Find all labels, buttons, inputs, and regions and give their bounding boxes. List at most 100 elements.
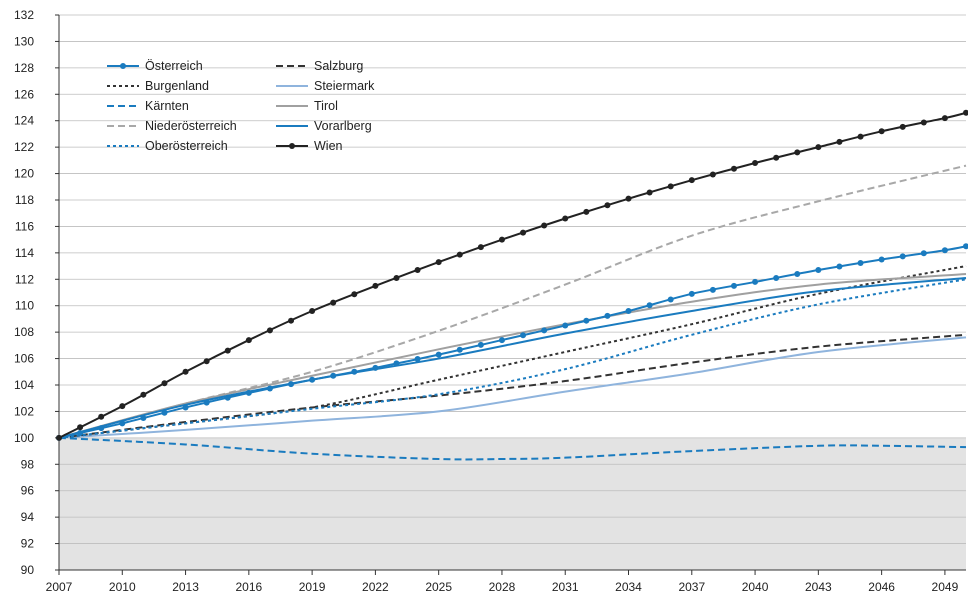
series-point-wien <box>477 244 484 251</box>
y-tick-label: 102 <box>14 404 34 418</box>
series-point--sterreich <box>351 368 358 375</box>
series-point--sterreich <box>773 274 780 281</box>
series-point-wien <box>752 160 759 166</box>
series-point-wien <box>709 171 716 178</box>
legend-label: Oberösterreich <box>145 139 228 153</box>
x-tick-label: 2010 <box>109 580 136 594</box>
y-tick-label: 110 <box>15 299 34 313</box>
series-point-wien <box>98 413 105 420</box>
y-tick-label: 124 <box>14 114 34 128</box>
series-point-wien <box>372 282 379 289</box>
series-point-wien <box>161 380 168 387</box>
y-tick-label: 90 <box>21 563 35 577</box>
series-point-wien <box>646 189 653 196</box>
series-point-wien <box>56 434 62 441</box>
x-tick-label: 2040 <box>742 580 769 594</box>
series-point--sterreich <box>161 409 168 416</box>
series-line-ober-sterreich <box>58 278 967 439</box>
y-tick-label: 122 <box>14 140 34 154</box>
x-tick-label: 2028 <box>489 580 516 594</box>
series-line-k-rnten <box>58 436 967 461</box>
y-tick-label: 92 <box>21 537 35 551</box>
series-point--sterreich <box>899 253 906 260</box>
x-tick-label: 2016 <box>235 580 262 594</box>
series-point-wien <box>920 119 927 126</box>
x-tick-labels: 2007 2010 2013 2016 2019 2022 2025 2028 2031 2034… <box>46 580 959 594</box>
series-point--sterreich <box>435 351 442 358</box>
series-point--sterreich <box>688 290 695 297</box>
series-point--sterreich <box>98 425 105 432</box>
series-point-wien <box>520 229 527 236</box>
legend: Österreich Burgenland Kärnten Niederösterre… <box>107 59 375 153</box>
series-line-nieder-sterreich <box>58 164 967 439</box>
gridlines <box>59 14 966 571</box>
series-point--sterreich <box>730 282 737 289</box>
y-tick-label: 106 <box>14 352 34 366</box>
y-tick-label: 128 <box>14 61 34 75</box>
series-point--sterreich <box>456 346 463 353</box>
series-point--sterreich <box>309 376 316 383</box>
series-point--sterreich <box>330 372 337 379</box>
series-point-wien <box>794 149 801 156</box>
series-point-wien <box>119 403 126 410</box>
y-tick-label: 126 <box>14 87 34 101</box>
series-point-wien <box>815 144 822 151</box>
series-point-wien <box>604 202 611 209</box>
series-point-wien <box>245 337 252 344</box>
series-point--sterreich <box>77 430 84 437</box>
y-tick-label: 114 <box>15 246 34 260</box>
legend-label: Salzburg <box>314 59 363 73</box>
series-point-wien <box>625 195 632 202</box>
x-tick-label: 2043 <box>805 580 832 594</box>
y-tick-label: 132 <box>14 8 34 22</box>
legend-label: Steiermark <box>314 79 375 93</box>
series-point--sterreich <box>709 286 716 293</box>
series-point-wien <box>562 215 569 222</box>
series-point--sterreich <box>963 243 968 250</box>
series-lines <box>56 109 968 461</box>
x-tick-label: 2013 <box>172 580 199 594</box>
series-point-wien <box>878 128 885 135</box>
y-tick-labels: 90 92 94 96 98 100 102 104 106 108 110 112 114 116 118… <box>14 8 34 577</box>
series-point--sterreich <box>857 259 864 266</box>
series-point--sterreich <box>203 399 210 406</box>
series-point--sterreich <box>266 385 273 392</box>
series-point--sterreich <box>667 296 674 303</box>
series-point-wien <box>435 259 442 266</box>
series-line-tirol <box>58 273 967 439</box>
series-point--sterreich <box>372 364 379 371</box>
legend-label: Wien <box>314 139 343 153</box>
series-point-wien <box>836 138 843 145</box>
series-line-salzburg <box>58 333 967 439</box>
series-point--sterreich <box>182 404 189 411</box>
series-point--sterreich <box>245 389 252 396</box>
series-point-wien <box>498 236 505 243</box>
series-point--sterreich <box>752 278 759 285</box>
axes <box>55 14 966 575</box>
below-100-shading <box>59 437 966 570</box>
series-point-wien <box>456 251 463 258</box>
series-point--sterreich <box>646 302 653 309</box>
y-tick-label: 130 <box>14 34 34 48</box>
series-point-wien <box>688 177 695 184</box>
x-tick-label: 2037 <box>678 580 705 594</box>
series-point-wien <box>541 222 548 229</box>
series-point-wien <box>730 165 737 172</box>
series-line-burgenland <box>58 265 967 439</box>
series-point--sterreich <box>920 250 927 257</box>
series-line-steiermark <box>58 336 967 439</box>
legend-swatch-dot <box>120 63 126 69</box>
legend-label: Burgenland <box>145 79 209 93</box>
legend-label: Tirol <box>314 99 338 113</box>
y-tick-label: 116 <box>15 219 34 233</box>
series-point-wien <box>203 358 210 365</box>
x-tick-label: 2025 <box>425 580 452 594</box>
series-point--sterreich <box>878 256 885 263</box>
series-point--sterreich <box>604 312 611 319</box>
series-point--sterreich <box>224 394 231 401</box>
series-point--sterreich <box>562 322 569 329</box>
x-tick-label: 2019 <box>299 580 326 594</box>
x-tick-label: 2049 <box>932 580 959 594</box>
series-line-vorarlberg <box>58 276 967 439</box>
